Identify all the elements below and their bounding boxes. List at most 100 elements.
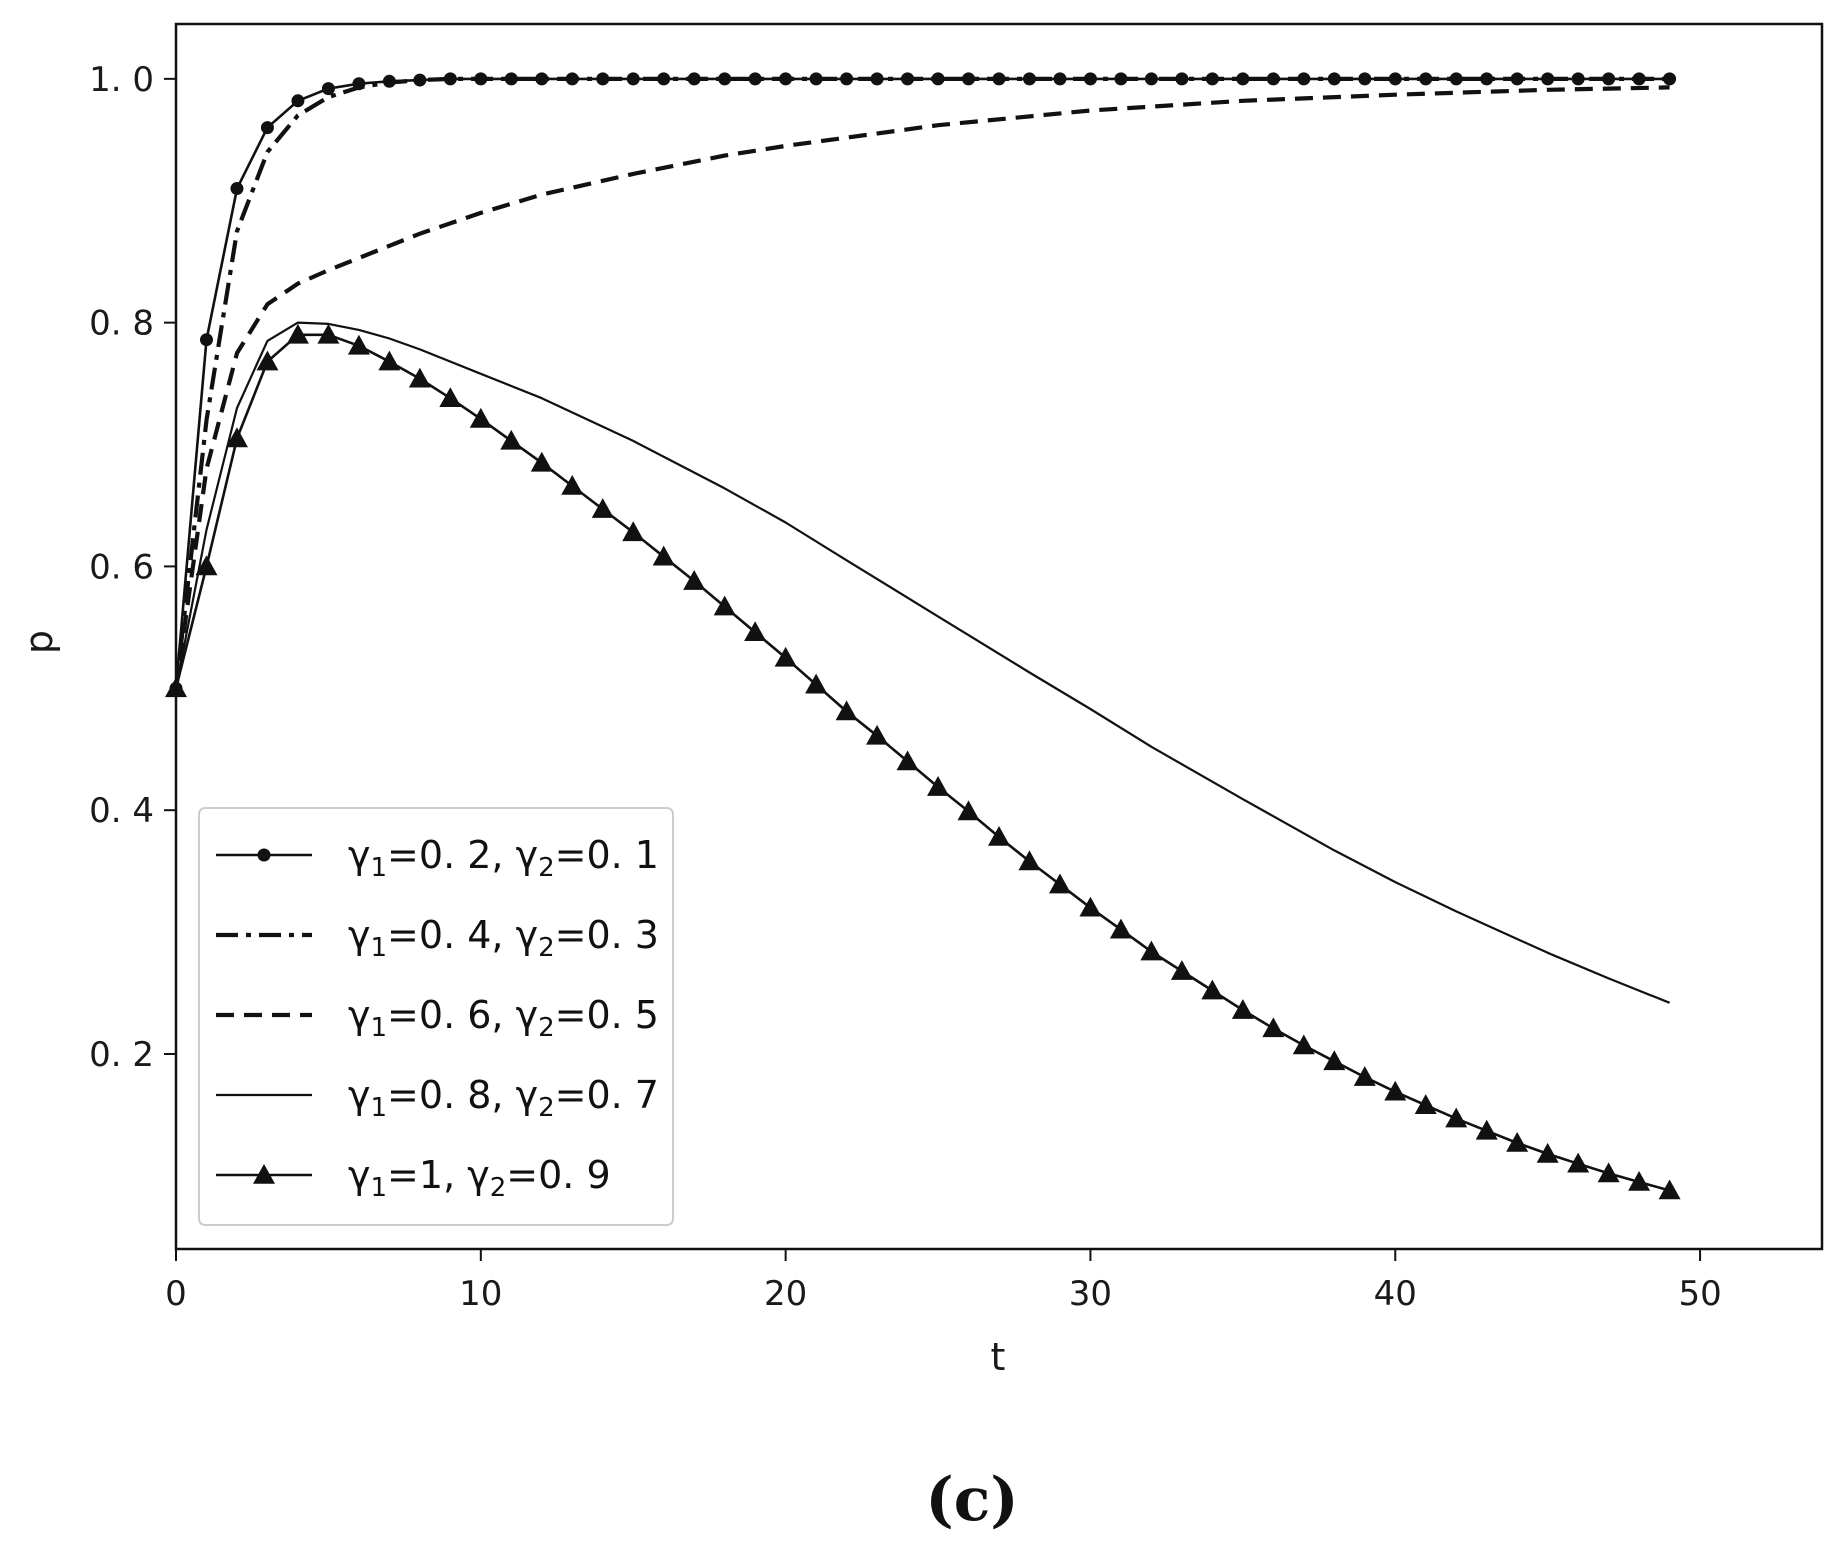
- data-point: [1292, 1034, 1315, 1055]
- legend-text-part: γ: [348, 1073, 371, 1117]
- data-point: [1201, 979, 1224, 1000]
- y-tick-label: 0. 6: [89, 547, 154, 587]
- data-point: [1109, 918, 1132, 939]
- data-point: [1231, 999, 1254, 1019]
- data-point: [1079, 896, 1102, 917]
- data-point: [835, 700, 858, 721]
- data-point: [805, 673, 828, 694]
- data-point: [622, 521, 645, 542]
- x-tick-label: 50: [1678, 1274, 1721, 1314]
- data-point: [260, 121, 274, 135]
- data-point: [535, 72, 549, 86]
- y-tick-label: 0. 8: [89, 304, 154, 344]
- series-line: [173, 85, 1670, 689]
- legend-text-part: =0. 8,: [387, 1073, 516, 1117]
- series-layer: [165, 72, 1681, 1200]
- legend-label: γ1=0. 2, γ2=0. 1: [348, 833, 659, 883]
- data-point: [718, 72, 732, 86]
- data-point: [1663, 72, 1677, 86]
- data-point: [286, 323, 309, 344]
- data-point: [408, 367, 431, 388]
- data-point: [1236, 72, 1250, 86]
- legend-text-part: γ: [516, 913, 539, 957]
- series-4: [174, 321, 1671, 1004]
- legend-text-part: =0. 7: [555, 1073, 659, 1117]
- subscript: 2: [538, 933, 555, 963]
- data-point: [1475, 1119, 1498, 1140]
- y-tick-label: 0. 4: [89, 791, 154, 831]
- data-point: [1175, 72, 1189, 86]
- data-point: [652, 545, 675, 566]
- data-point: [1658, 1179, 1681, 1200]
- legend-text-part: =1,: [387, 1153, 467, 1197]
- legend-label: γ1=0. 4, γ2=0. 3: [348, 913, 659, 963]
- data-point: [1170, 960, 1193, 980]
- subscript: 1: [371, 1013, 388, 1043]
- legend-box: [198, 807, 674, 1226]
- legend-marker: [257, 848, 271, 862]
- series-line: [173, 76, 1670, 689]
- data-point: [683, 570, 706, 590]
- data-point: [1140, 940, 1163, 961]
- subscript: 2: [538, 1013, 555, 1043]
- legend-text-part: =0. 5: [555, 993, 659, 1037]
- subscript: 1: [371, 853, 388, 883]
- data-point: [774, 646, 797, 667]
- legend-text-part: γ: [467, 1153, 490, 1197]
- subscript: 1: [371, 1093, 388, 1123]
- data-point: [1567, 1152, 1590, 1173]
- legend-item: γ1=0. 6, γ2=0. 5: [216, 993, 659, 1043]
- legend-text-part: =0. 4,: [387, 913, 516, 957]
- data-point: [744, 621, 767, 642]
- legend-text-part: γ: [516, 833, 539, 877]
- legend-label: γ1=0. 6, γ2=0. 5: [348, 993, 659, 1043]
- legend-text-part: γ: [516, 1073, 539, 1117]
- data-point: [443, 72, 457, 86]
- legend-text-part: γ: [348, 833, 371, 877]
- legend-item: γ1=1, γ2=0. 9: [216, 1153, 611, 1203]
- data-point: [1449, 72, 1463, 86]
- data-point: [1384, 1080, 1407, 1101]
- data-point: [1414, 1094, 1437, 1114]
- legend-text-part: =0. 3: [555, 913, 659, 957]
- data-point: [896, 750, 919, 771]
- data-point: [1353, 1066, 1376, 1086]
- data-point: [561, 474, 584, 495]
- legend-text-part: =0. 6,: [387, 993, 516, 1037]
- y-tick-label: 1. 0: [89, 60, 154, 100]
- data-point: [1048, 873, 1071, 894]
- x-axis-label: t: [991, 1335, 1006, 1379]
- subscript: 2: [538, 853, 555, 883]
- subscript: 2: [490, 1173, 507, 1203]
- data-point: [469, 407, 492, 428]
- data-point: [1506, 1131, 1529, 1152]
- series-2: [173, 76, 1670, 689]
- data-point: [321, 82, 335, 96]
- data-point: [230, 182, 244, 196]
- data-point: [225, 427, 248, 448]
- data-point: [931, 72, 945, 86]
- legend-item: γ1=0. 2, γ2=0. 1: [216, 833, 659, 883]
- data-point: [1323, 1050, 1346, 1071]
- legend-label: γ1=1, γ2=0. 9: [348, 1153, 611, 1203]
- data-point: [439, 387, 462, 408]
- data-point: [199, 333, 213, 347]
- series-5: [165, 323, 1681, 1200]
- data-point: [1628, 1170, 1651, 1191]
- data-point: [1262, 1017, 1285, 1038]
- data-point: [1445, 1107, 1468, 1128]
- data-point: [1597, 1162, 1620, 1183]
- data-point: [1018, 850, 1041, 871]
- legend: γ1=0. 2, γ2=0. 1γ1=0. 4, γ2=0. 3γ1=0. 6,…: [198, 807, 674, 1226]
- x-tick-label: 40: [1374, 1274, 1417, 1314]
- legend-item: γ1=0. 4, γ2=0. 3: [216, 913, 659, 963]
- x-tick-label: 30: [1069, 1274, 1112, 1314]
- data-point: [378, 350, 401, 371]
- data-point: [500, 429, 523, 450]
- data-point: [1022, 72, 1036, 86]
- legend-text-part: γ: [348, 1153, 371, 1197]
- series-line: [174, 77, 1670, 689]
- data-point: [195, 555, 218, 576]
- data-point: [866, 724, 889, 745]
- data-point: [256, 350, 279, 371]
